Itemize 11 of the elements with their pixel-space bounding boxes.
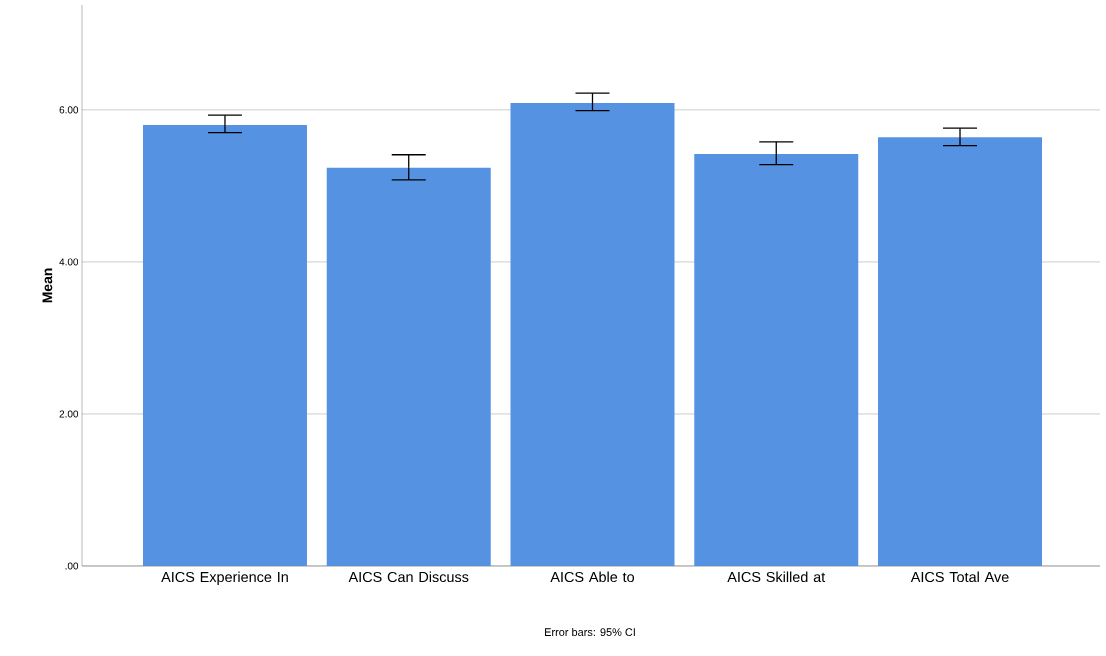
y-tick-label: 6.00 [59, 106, 79, 114]
y-tick-label: 2.00 [59, 410, 79, 418]
text: Error bars: 95% CI [545, 627, 635, 637]
x-tick-label: AICS Can Discuss [348, 571, 469, 583]
x-tick-label: AICS Experience In [161, 571, 288, 585]
y-axis-title: Mean [42, 268, 53, 303]
x-tick-label: AICS Total Ave [910, 571, 1009, 583]
x-tick-label: AICS Able to [550, 571, 635, 583]
x-tick-label: AICS Skilled at [727, 571, 826, 583]
y-tick-label: .00 [65, 562, 79, 570]
y-tick-label: 4.00 [59, 258, 79, 266]
